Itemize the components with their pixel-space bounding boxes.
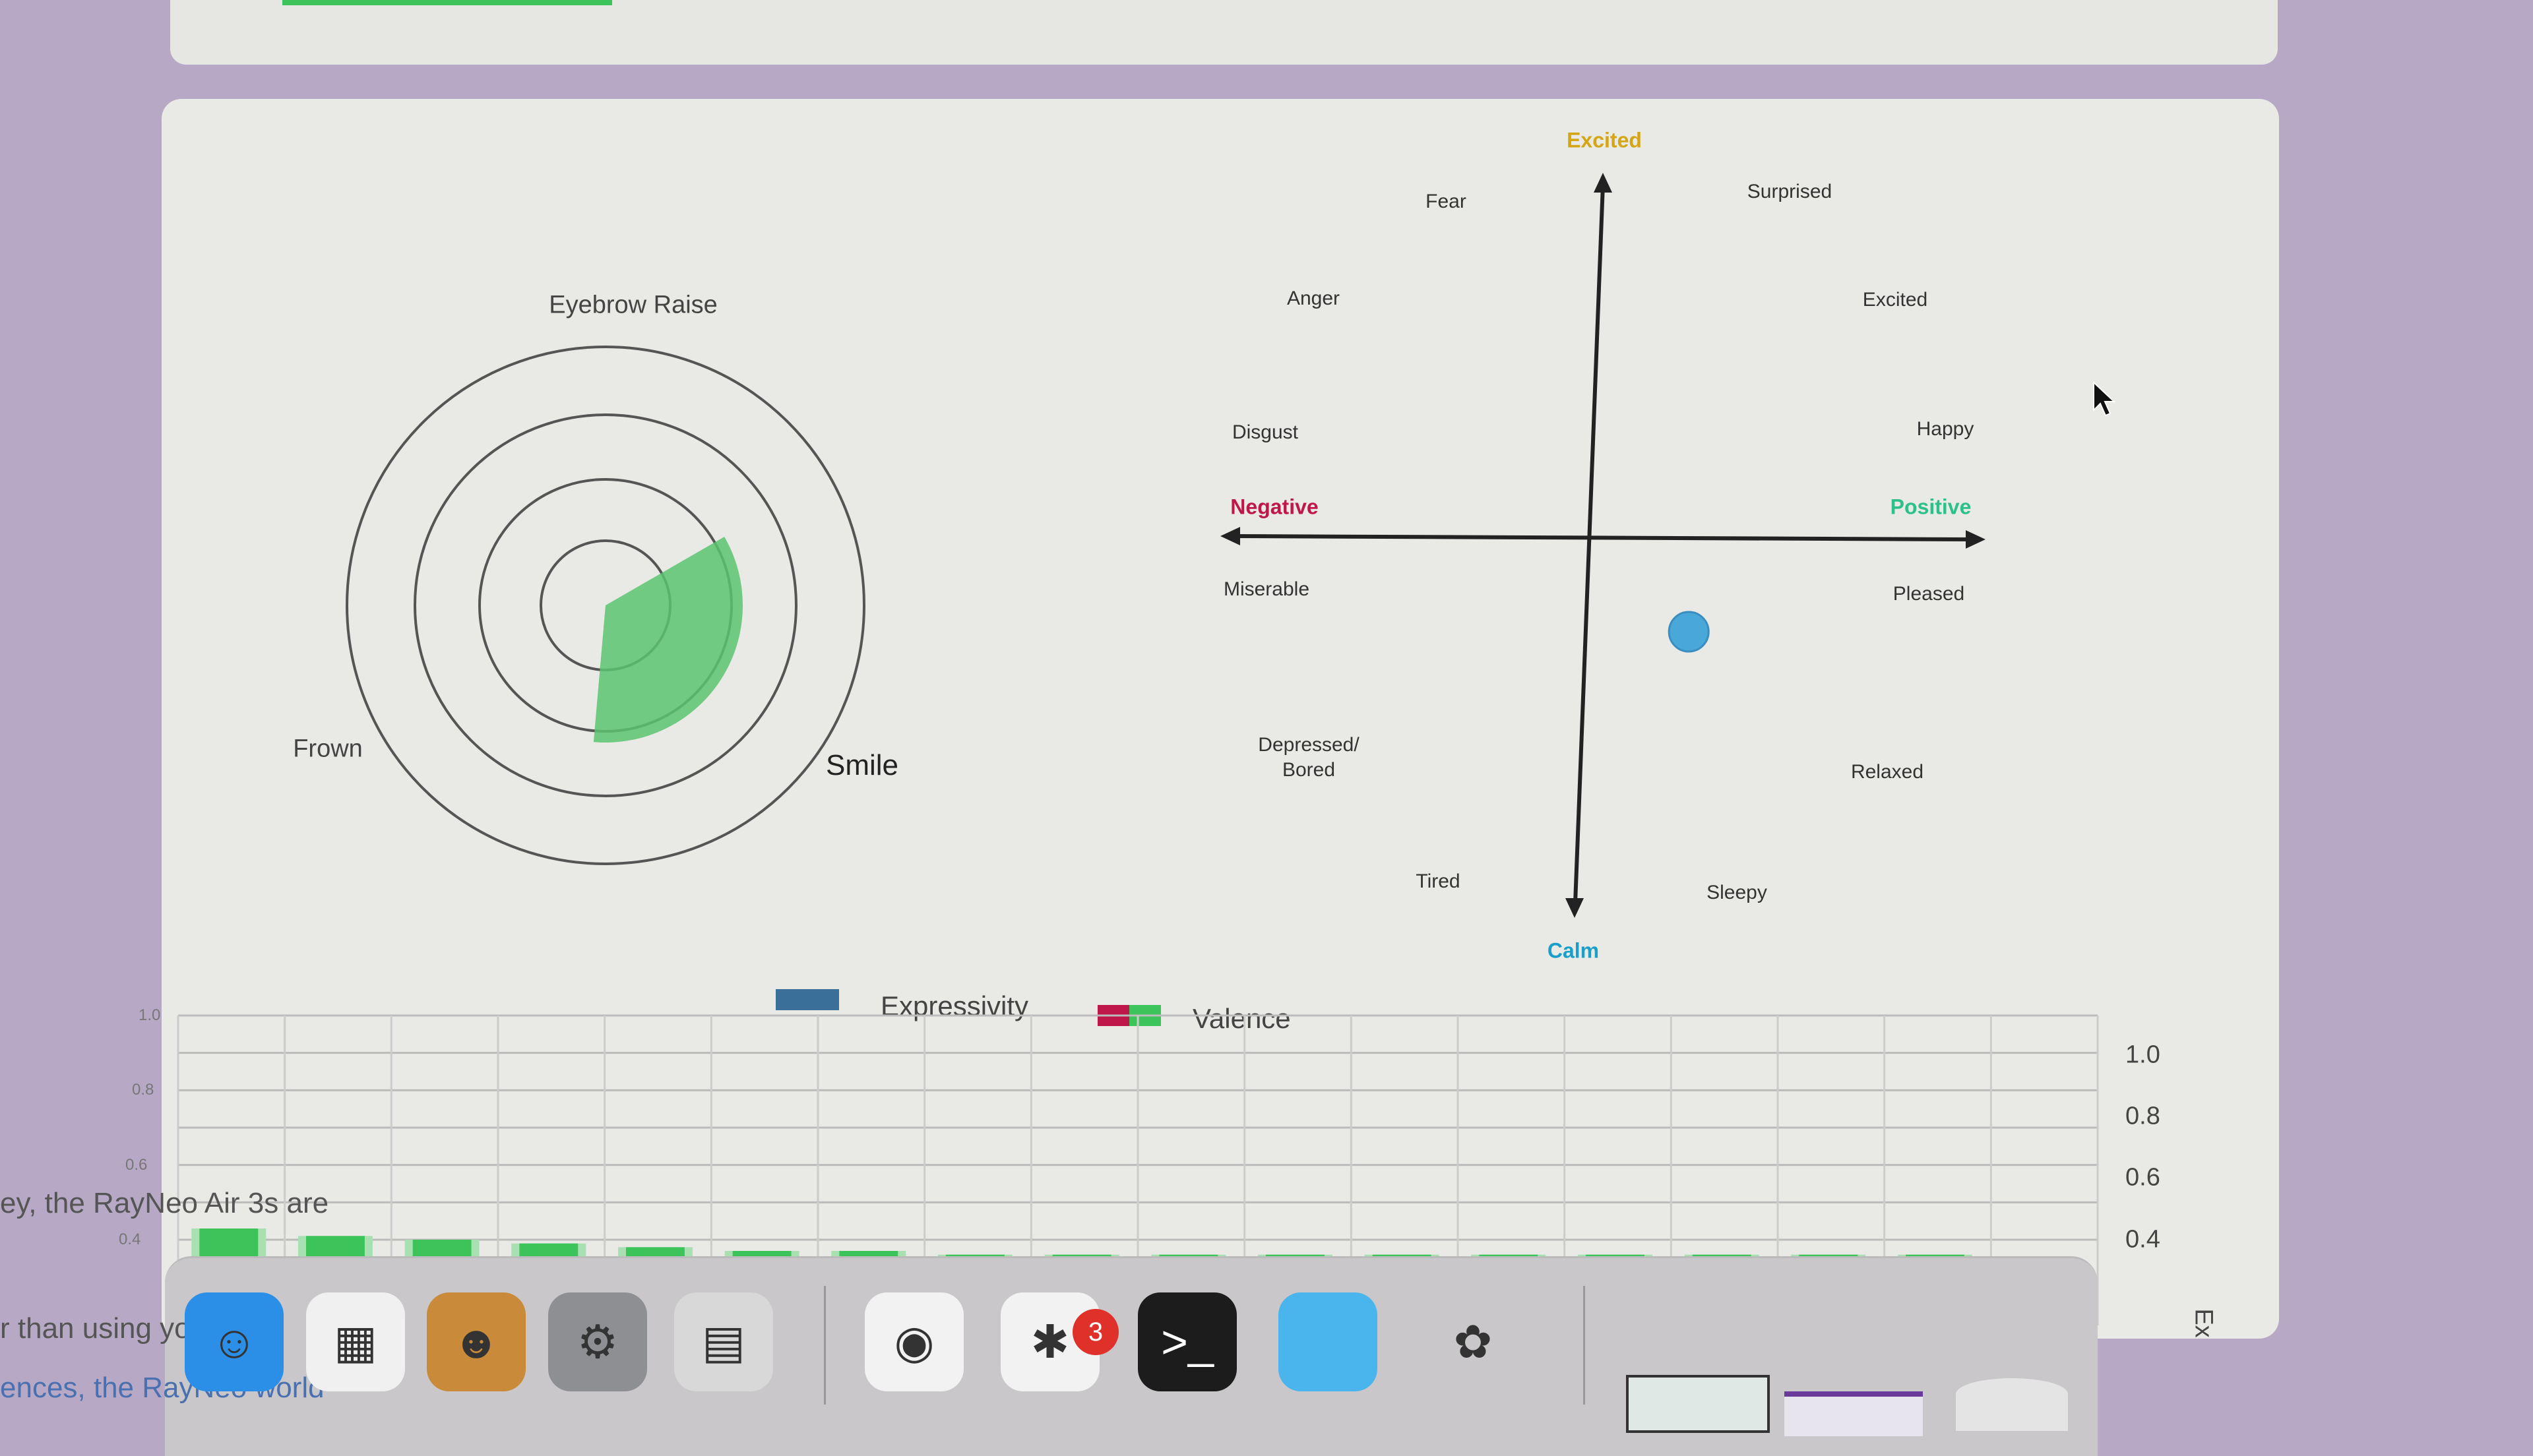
emotion-pleased: Pleased <box>1892 583 1965 605</box>
radar-chart <box>346 173 1986 918</box>
window-thumbnail[interactable] <box>1784 1391 1923 1436</box>
app-icon[interactable]: ✿ <box>1453 1316 1493 1368</box>
terminal-icon[interactable]: >_ <box>1138 1292 1237 1391</box>
left-tick: 0.8 <box>132 1081 154 1099</box>
dock-divider <box>1583 1286 1585 1405</box>
arrow-down-icon <box>1565 898 1584 918</box>
trash-icon[interactable] <box>1956 1378 2068 1431</box>
legend-swatch-expressivity <box>776 989 839 1010</box>
emotion-miserable: Miserable <box>1223 578 1310 600</box>
radar-ring <box>414 413 797 797</box>
background-text: r than using yo <box>0 1312 191 1345</box>
arrow-left-icon <box>1220 527 1240 545</box>
left-tick: 1.0 <box>139 1006 161 1024</box>
radar-label-eyebrow-raise: Eyebrow Raise <box>549 291 718 319</box>
right-axis-label: Ex <box>2189 1308 2218 1338</box>
dock-divider <box>824 1286 826 1405</box>
window-thumbnail[interactable] <box>1626 1375 1770 1433</box>
right-tick: 0.4 <box>2125 1225 2160 1254</box>
system-settings-icon[interactable]: ⚙ <box>548 1292 647 1391</box>
folder-icon[interactable] <box>1278 1292 1377 1391</box>
finder-icon[interactable]: ☺ <box>185 1292 284 1391</box>
radar-label-smile: Smile <box>825 749 899 781</box>
contacts-icon[interactable]: ☻ <box>427 1292 526 1391</box>
background-text: ey, the RayNeo Air 3s are <box>0 1187 329 1219</box>
left-tick: 0.4 <box>119 1230 141 1248</box>
radar-ring <box>346 346 865 865</box>
axis-label-excited: Excited <box>1567 128 1642 152</box>
affect-axes <box>1233 184 1973 904</box>
top-card <box>170 0 2278 65</box>
axis-label-calm: Calm <box>1547 938 1600 963</box>
emotion-relaxed: Relaxed <box>1850 761 1924 783</box>
radar-label-frown: Frown <box>293 735 363 763</box>
legend-valence: Valence <box>1193 1003 1291 1034</box>
progress-bar <box>282 0 612 5</box>
emotion-anger: Anger <box>1286 288 1340 309</box>
left-tick: 0.6 <box>125 1156 148 1174</box>
axis-label-negative: Negative <box>1230 495 1319 519</box>
launchpad-icon[interactable]: ▦ <box>306 1292 405 1391</box>
slack-badge: 3 <box>1073 1309 1119 1355</box>
emotion-panel <box>162 99 2279 1339</box>
radar-fill-wedge <box>593 537 743 743</box>
right-tick: 0.8 <box>2125 1102 2160 1130</box>
emotion-surprised: Surprised <box>1747 181 1832 202</box>
emotion-depressed-bored: Depressed/ Bored <box>1258 734 1360 781</box>
valence-bar-chart <box>177 1014 2099 1325</box>
arousal-axis <box>1573 184 1605 904</box>
calculator-icon[interactable]: ▤ <box>674 1292 773 1391</box>
emotion-disgust: Disgust <box>1232 421 1299 443</box>
emotion-tired: Tired <box>1416 870 1460 892</box>
right-tick: 1.0 <box>2125 1041 2160 1069</box>
mouse-cursor-icon <box>2093 381 2116 417</box>
current-emotion-dot <box>1668 611 1710 653</box>
emotion-happy: Happy <box>1916 418 1974 440</box>
emotion-sleepy: Sleepy <box>1706 882 1767 903</box>
arrow-up-icon <box>1594 173 1612 193</box>
chrome-icon[interactable]: ◉ <box>865 1292 964 1391</box>
emotion-fear: Fear <box>1425 191 1466 212</box>
valence-axis <box>1233 534 1973 541</box>
emotion-excited: Excited <box>1862 289 1928 311</box>
right-tick: 0.6 <box>2125 1163 2160 1192</box>
arrow-right-icon <box>1966 530 1986 549</box>
axis-label-positive: Positive <box>1890 495 1972 519</box>
